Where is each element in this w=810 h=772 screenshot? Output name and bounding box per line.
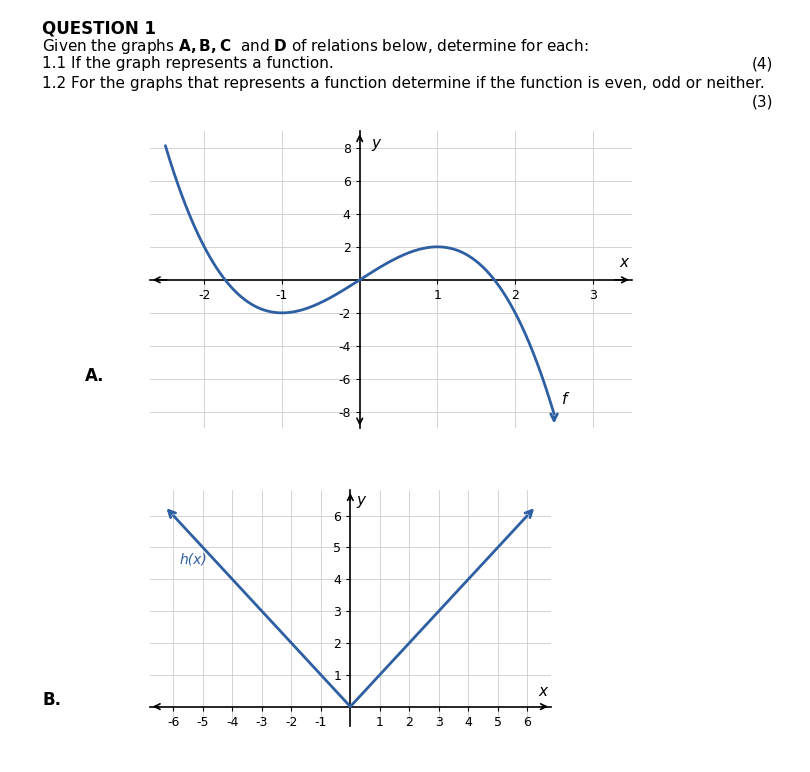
Text: x: x xyxy=(539,684,548,699)
Text: A.: A. xyxy=(85,367,104,384)
Text: y: y xyxy=(356,493,365,509)
Text: (4): (4) xyxy=(752,56,774,71)
Text: Given the graphs $\bf{A, B, C}$  and $\bf{D}$ of relations below, determine for : Given the graphs $\bf{A, B, C}$ and $\bf… xyxy=(42,37,589,56)
Text: 1.2 For the graphs that represents a function determine if the function is even,: 1.2 For the graphs that represents a fun… xyxy=(42,76,765,90)
Text: h(x): h(x) xyxy=(179,553,207,567)
Text: f: f xyxy=(562,391,567,407)
Text: x: x xyxy=(619,255,628,270)
Text: y: y xyxy=(372,136,381,151)
Text: (3): (3) xyxy=(752,94,774,109)
Text: 1.1 If the graph represents a function.: 1.1 If the graph represents a function. xyxy=(42,56,334,71)
Text: QUESTION 1: QUESTION 1 xyxy=(42,19,156,37)
Text: B.: B. xyxy=(42,691,61,709)
